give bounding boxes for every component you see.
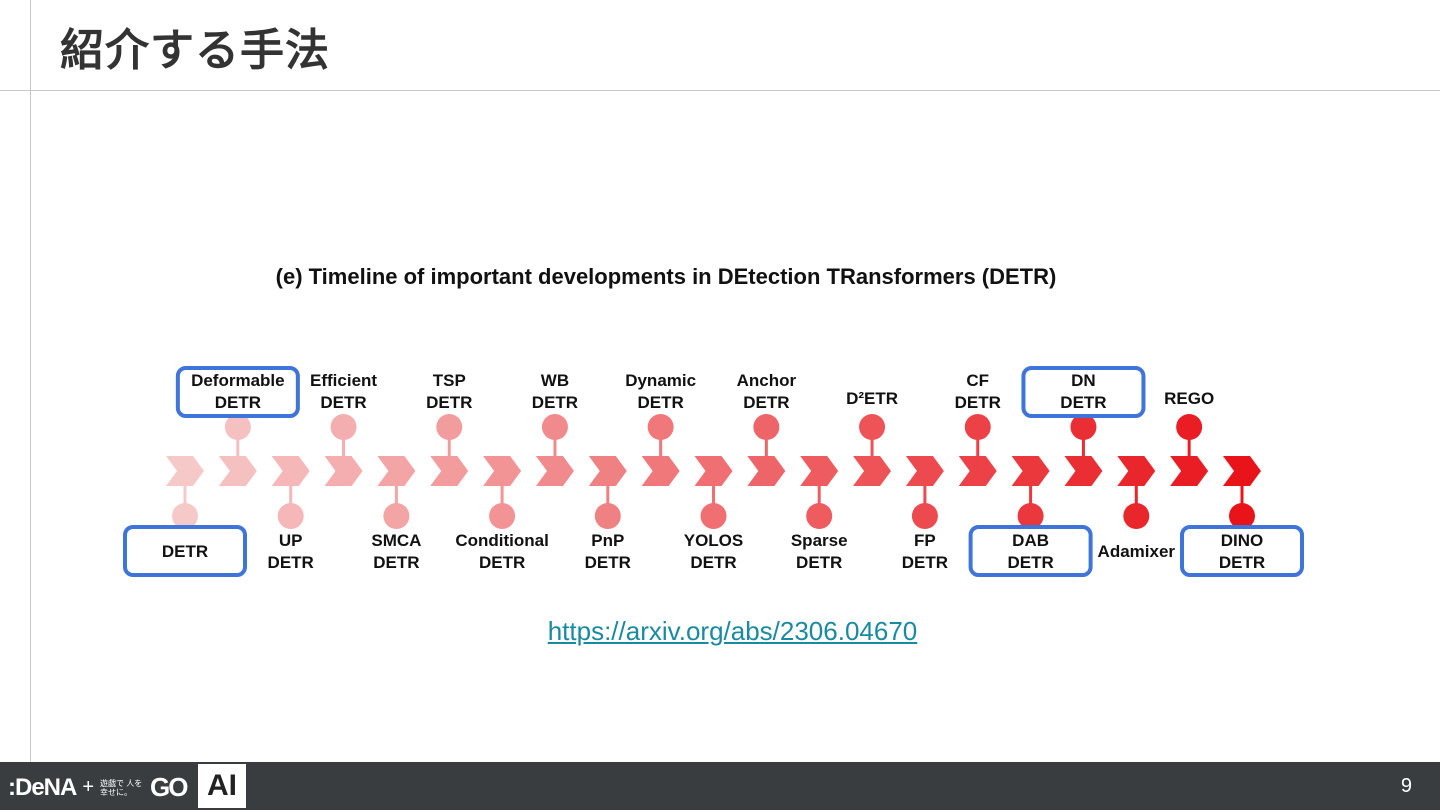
timeline-items: DETR Deformable DETR UP DETR Efficient DETR SMC… (123, 366, 1304, 577)
milestone-label-line2: DETR (796, 553, 842, 572)
left-guide-line (30, 0, 31, 762)
milestone-label-line2: DETR (268, 553, 314, 572)
milestone-label-line2: DETR (690, 553, 736, 572)
milestone-label-line1: Adamixer (1098, 542, 1176, 561)
milestone-label-line1: REGO (1164, 389, 1214, 408)
timeline-dot (753, 414, 780, 440)
milestone-label-line1: DN (1071, 371, 1096, 390)
milestone-label-line2: DETR (955, 393, 1001, 412)
milestone-label-line1: Conditional (455, 531, 548, 550)
milestone-label-line2: DETR (373, 553, 419, 572)
milestone-label-line1: PnP (591, 531, 624, 550)
milestone-label-line1: D²ETR (846, 389, 898, 408)
highlight-box (1021, 366, 1146, 418)
timeline-dot (1123, 503, 1150, 529)
arxiv-link[interactable]: https://arxiv.org/abs/2306.04670 (547, 616, 918, 646)
milestone-label-line2: DETR (320, 393, 366, 412)
milestone-label-line1: Deformable (191, 371, 285, 390)
brand-plus: + (82, 776, 95, 798)
slide-title: 紹介する手法 (60, 25, 330, 76)
figure-heading: (e) Timeline of important developments i… (276, 264, 1057, 289)
milestone-label-line2: DETR (902, 553, 948, 572)
milestone-label-line1: Anchor (737, 371, 797, 390)
milestone-label-line2: DETR (1007, 553, 1053, 572)
milestone-label-line2: DETR (585, 553, 631, 572)
ai-badge: AI (198, 764, 246, 808)
milestone-label-line1: DINO (1221, 531, 1264, 550)
milestone-label-line2: DETR (479, 553, 525, 572)
milestone-label-line1: YOLOS (684, 531, 744, 550)
milestone-label-line2: DETR (426, 393, 472, 412)
milestone-label-line1: CF (966, 371, 989, 390)
milestone-label-line2: DETR (1219, 553, 1265, 572)
milestone-label-line1: FP (914, 531, 936, 550)
milestone-label-line2: DETR (1060, 393, 1106, 412)
milestone-label-line1: Dynamic (625, 371, 696, 390)
milestone-label-line1: SMCA (371, 531, 421, 550)
milestone-label-line2: DETR (215, 393, 261, 412)
timeline-dot (172, 503, 198, 529)
highlight-box (968, 525, 1093, 577)
milestone-label-line1: TSP (433, 371, 466, 390)
highlight-box (123, 525, 247, 577)
timeline-dot (1017, 503, 1044, 529)
brand-logo: :DeNA + 遊戯で 人を幸せに。 GO (8, 772, 189, 803)
milestone-label-line1: UP (279, 531, 303, 550)
timeline-dot (489, 503, 516, 529)
timeline-dot (330, 414, 357, 440)
timeline-dot (1070, 414, 1097, 440)
milestone-label-line1: Sparse (791, 531, 848, 550)
timeline-dot (1176, 414, 1203, 440)
page-number: 9 (1400, 775, 1412, 797)
milestone-label-line2: DETR (638, 393, 684, 412)
timeline-dot (277, 503, 304, 529)
highlight-box (175, 366, 300, 418)
highlight-box (1180, 525, 1304, 577)
timeline-dot (859, 414, 886, 440)
brand-tagline: 遊戯で 人を幸せに。 (100, 778, 143, 797)
detr-timeline-figure: (e) Timeline of important developments i… (123, 264, 1304, 577)
timeline-dot (594, 503, 621, 529)
dena-logo-text: :DeNA (8, 773, 77, 801)
milestone-label-line2: DETR (743, 393, 789, 412)
milestone-label-line1: DETR (162, 542, 208, 561)
timeline-dot (436, 414, 463, 440)
milestone-label-line1: DAB (1012, 531, 1049, 550)
timeline-dot (541, 414, 568, 440)
go-logo-text: GO (150, 772, 188, 802)
timeline-dot (224, 414, 251, 440)
timeline-dot (911, 503, 938, 529)
timeline-dot (647, 414, 674, 440)
footer-bar: :DeNA + 遊戯で 人を幸せに。 GO AI 9 (0, 762, 1440, 810)
milestone-label-line1: WB (541, 371, 569, 390)
milestone-label-line1: Efficient (310, 371, 377, 390)
timeline-dot (700, 503, 727, 529)
timeline-dot (964, 414, 991, 440)
milestone-label-line2: DETR (532, 393, 578, 412)
title-underline (0, 90, 1440, 91)
timeline-dot (1229, 503, 1255, 529)
timeline-dot (383, 503, 410, 529)
timeline-dot (806, 503, 833, 529)
